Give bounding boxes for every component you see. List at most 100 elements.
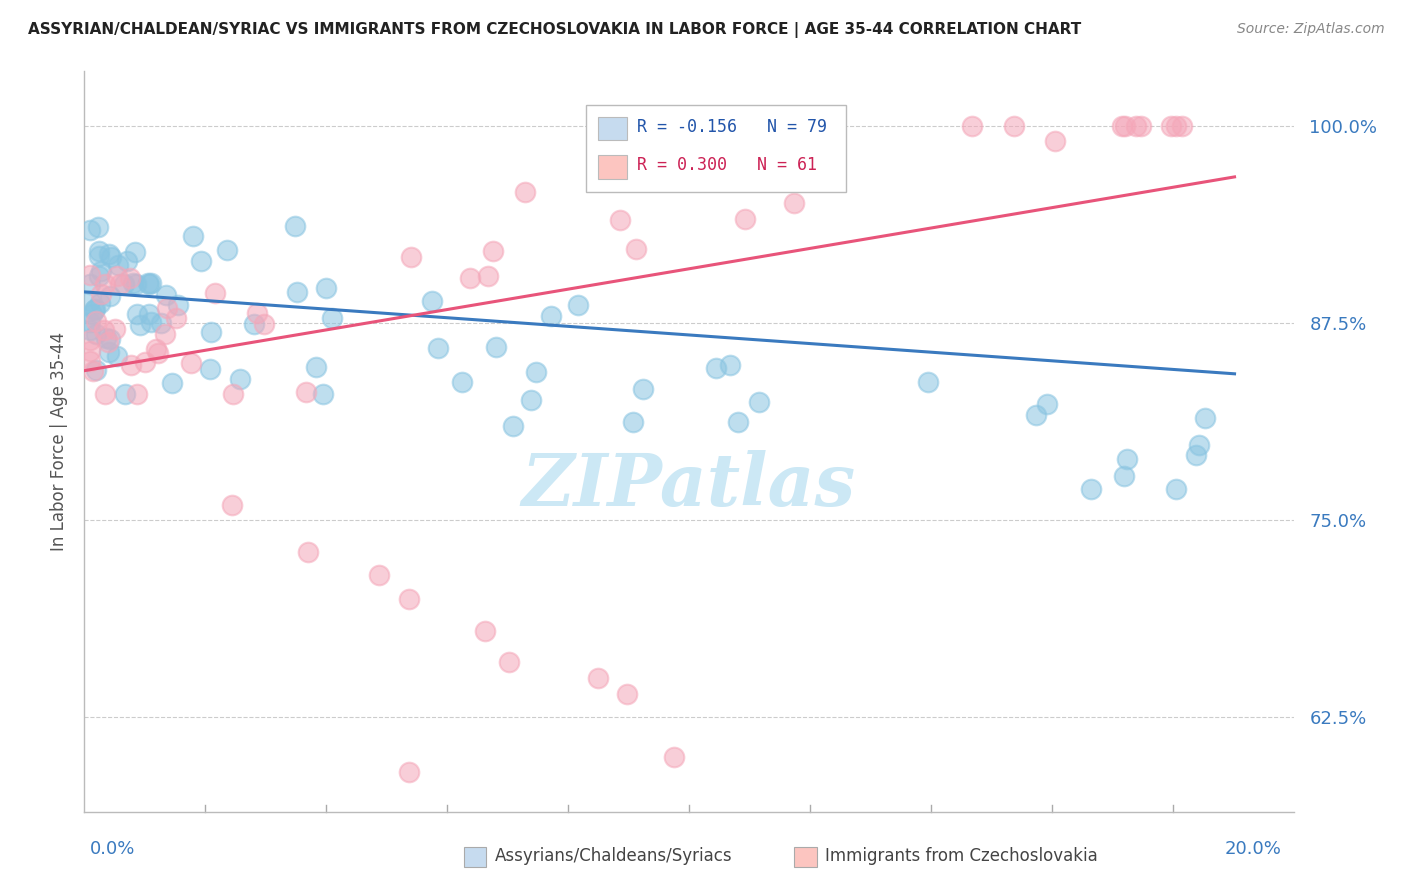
Point [1116,451,1139,466]
Point [1129,120,1152,134]
Point [1025,408,1047,422]
Text: Assyrians/Chaldeans/Syriacs: Assyrians/Chaldeans/Syriacs [495,847,733,865]
Point [125,307,148,321]
Point [253,317,276,331]
Point [1171,120,1194,134]
Point [134,355,156,369]
Point [664,749,686,764]
Point [90,287,112,301]
Point [155,288,177,302]
Point [287,285,309,299]
Point [84,301,107,316]
Point [84,314,107,328]
Text: ASSYRIAN/CHALDEAN/SYRIAC VS IMMIGRANTS FROM CZECHOSLOVAKIA IN LABOR FORCE | AGE : ASSYRIAN/CHALDEAN/SYRIAC VS IMMIGRANTS F… [28,22,1081,38]
Point [79,223,101,237]
Point [204,286,226,301]
Point [87,249,110,263]
Point [79,294,101,309]
Point [485,340,508,354]
Point [704,361,727,376]
Point [105,349,128,363]
Point [748,395,770,409]
Point [156,301,179,315]
Text: 20.0%: 20.0% [1225,840,1282,858]
Point [474,624,496,638]
Point [1112,469,1135,483]
Point [312,387,335,401]
Point [124,245,146,260]
Point [120,271,142,285]
Point [160,376,183,390]
Point [108,277,131,292]
Point [165,311,187,326]
Point [770,120,793,134]
Point [567,298,589,312]
Point [79,314,101,328]
Point [87,268,110,283]
Point [321,310,343,325]
Point [86,220,108,235]
Point [120,358,142,372]
Point [79,277,101,292]
Point [1035,397,1057,411]
Point [98,288,121,302]
Point [181,228,204,243]
Point [89,296,111,310]
Text: R = -0.156   N = 79: R = -0.156 N = 79 [637,118,827,136]
Point [190,254,212,268]
Point [917,376,939,390]
Point [97,246,120,260]
Point [200,325,222,339]
Point [1194,411,1216,425]
Point [79,344,101,359]
Point [398,592,420,607]
Point [399,250,422,264]
Text: R = 0.300   N = 61: R = 0.300 N = 61 [637,156,817,174]
Point [79,354,101,368]
Point [229,372,252,386]
Point [94,277,117,292]
Point [221,498,243,512]
Point [125,277,148,292]
Point [398,765,420,780]
Point [114,386,136,401]
Point [246,306,269,320]
Text: Source: ZipAtlas.com: Source: ZipAtlas.com [1237,22,1385,37]
Point [1002,120,1025,134]
Point [1114,120,1136,134]
Point [138,277,160,291]
Point [125,387,148,401]
Point [86,362,108,376]
Point [460,271,482,285]
Point [198,362,221,376]
Point [524,365,547,379]
Y-axis label: In Labor Force | Age 35-44: In Labor Force | Age 35-44 [49,332,67,551]
Point [609,213,631,227]
Point [1160,120,1182,134]
Bar [599,117,627,140]
Text: ZIPatlas: ZIPatlas [522,450,856,522]
Point [295,384,318,399]
Point [150,317,173,331]
Point [368,568,391,582]
Point [103,322,125,336]
Point [221,387,243,401]
Point [86,326,108,341]
Point [519,392,541,407]
Point [83,303,105,318]
Point [477,268,499,283]
Point [93,323,115,337]
Point [688,166,710,180]
Point [139,276,162,290]
Point [626,242,648,256]
Text: Immigrants from Czechoslovakia: Immigrants from Czechoslovakia [825,847,1098,865]
Point [82,364,104,378]
Point [1043,134,1066,148]
Point [420,294,443,309]
Point [297,545,319,559]
Point [616,687,638,701]
Point [79,333,101,347]
Point [145,342,167,356]
Point [136,276,159,290]
Point [243,318,266,332]
